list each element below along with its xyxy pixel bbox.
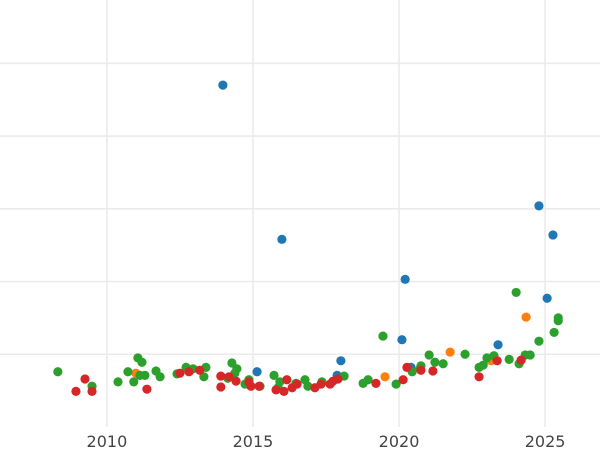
data-point (397, 335, 407, 345)
data-point (548, 230, 558, 240)
data-point (246, 381, 256, 391)
data-point (402, 362, 412, 372)
data-point (534, 201, 544, 211)
data-points (53, 80, 563, 396)
data-point (398, 375, 408, 385)
data-point (416, 365, 426, 375)
data-point (184, 367, 194, 377)
data-point (269, 370, 279, 380)
data-point (123, 367, 133, 377)
data-point (53, 367, 63, 377)
data-point (224, 372, 234, 382)
data-point (492, 356, 502, 366)
data-point (460, 349, 470, 359)
x-tick-label: 2015 (233, 432, 274, 450)
data-point (333, 374, 343, 384)
data-point (199, 372, 209, 382)
data-point (478, 360, 488, 370)
data-point (277, 234, 287, 244)
data-point (445, 347, 455, 357)
grid (0, 0, 600, 427)
data-point (482, 353, 492, 363)
data-point (71, 386, 81, 396)
data-point (252, 367, 262, 377)
data-point (155, 372, 165, 382)
data-point (216, 382, 226, 392)
x-axis-ticks: 2010 2015 2020 2025 (87, 432, 566, 450)
data-point (336, 356, 346, 366)
data-point (129, 377, 139, 387)
data-point (279, 386, 289, 396)
data-point (142, 384, 152, 394)
data-point (549, 327, 559, 338)
data-point (516, 355, 526, 365)
data-point (525, 350, 535, 360)
data-point (195, 365, 205, 375)
data-point (474, 372, 484, 382)
data-point (521, 312, 531, 322)
data-point (140, 370, 150, 380)
data-point (175, 368, 185, 378)
data-point (254, 381, 264, 391)
data-point (424, 350, 434, 360)
data-point (542, 293, 552, 303)
data-point (493, 340, 503, 350)
data-point (316, 379, 326, 389)
data-point (87, 386, 97, 396)
data-point (400, 274, 410, 284)
data-point (218, 80, 228, 90)
x-tick-label: 2020 (379, 432, 420, 450)
data-point (231, 376, 241, 386)
data-point (428, 366, 438, 376)
data-point (391, 379, 401, 389)
data-point (137, 357, 147, 367)
data-point (534, 336, 544, 346)
data-point (282, 375, 292, 385)
data-point (430, 357, 440, 367)
x-tick-label: 2025 (525, 432, 566, 450)
data-point (380, 372, 390, 382)
data-point (271, 385, 281, 395)
data-point (292, 379, 302, 389)
data-point (553, 316, 563, 326)
data-point (80, 374, 90, 384)
data-point (303, 381, 313, 391)
data-point (371, 378, 381, 388)
data-point (438, 359, 448, 369)
data-point (378, 331, 388, 341)
data-point (113, 377, 123, 387)
x-tick-label: 2010 (87, 432, 128, 450)
data-point (504, 354, 514, 364)
data-point (511, 287, 521, 298)
data-point (216, 371, 226, 381)
data-point (363, 375, 373, 385)
